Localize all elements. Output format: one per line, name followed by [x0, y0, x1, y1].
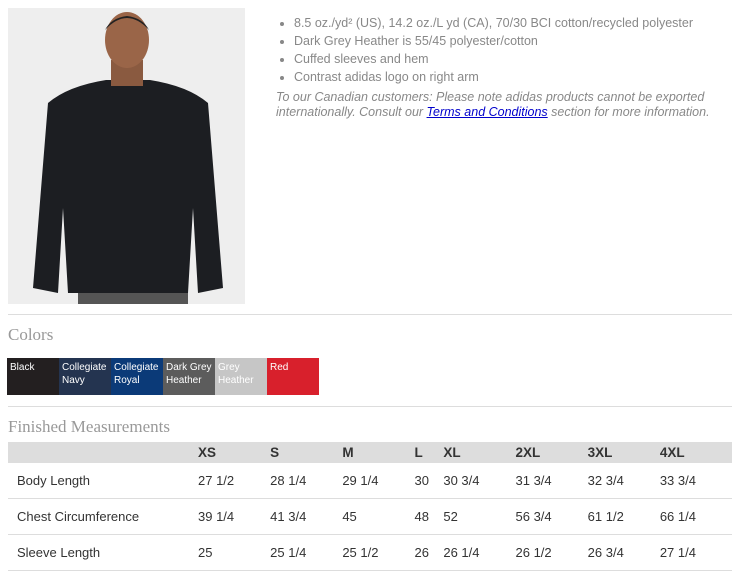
feature-item: Cuffed sleeves and hem [294, 52, 716, 66]
feature-item: Contrast adidas logo on right arm [294, 70, 716, 84]
table-row: Body Length 27 1/2 28 1/4 29 1/4 30 30 3/4 31 … [8, 463, 732, 499]
measurement-cell: 45 [342, 498, 415, 535]
column-header: 2XL [515, 442, 588, 463]
measurement-cell: 26 [414, 534, 444, 571]
colors-title: Colors [8, 325, 54, 344]
table-header: XS S M L XL 2XL 3XL 4XL [8, 442, 732, 463]
table-row: Sleeve Length 25 25 1/4 25 1/2 26 26 1/4 26 1/… [8, 534, 732, 571]
measurement-cell: 66 1/4 [659, 498, 732, 535]
measurement-cell: 28 1/4 [270, 463, 343, 499]
measurement-cell: 26 1/4 [443, 534, 516, 571]
column-header: 4XL [659, 442, 732, 463]
product-description: 8.5 oz./yd² (US), 14.2 oz./L yd (CA), 70… [276, 16, 716, 120]
divider [8, 406, 732, 407]
measurement-cell: 31 3/4 [515, 463, 588, 499]
measurement-cell: 30 3/4 [443, 463, 516, 499]
measurements-table: XS S M L XL 2XL 3XL 4XL Body Length 27 1/2 28 1/4… [8, 442, 732, 571]
column-header: XS [198, 442, 271, 463]
swatch-collegiate-navy[interactable]: Collegiate Navy [59, 358, 111, 395]
feature-item: Dark Grey Heather is 55/45 polyester/cot… [294, 34, 716, 48]
row-label: Sleeve Length [8, 534, 198, 571]
measurement-cell: 26 3/4 [587, 534, 660, 571]
table-row: Chest Circumference 39 1/4 41 3/4 45 48 52 56 … [8, 498, 732, 535]
measurement-cell: 39 1/4 [198, 498, 271, 535]
swatch-collegiate-royal[interactable]: Collegiate Royal [111, 358, 163, 395]
measurement-cell: 52 [443, 498, 516, 535]
feature-item: 8.5 oz./yd² (US), 14.2 oz./L yd (CA), 70… [294, 16, 716, 30]
measurement-cell: 33 3/4 [659, 463, 732, 499]
measurement-cell: 32 3/4 [587, 463, 660, 499]
measurement-cell: 25 [198, 534, 271, 571]
column-header: S [270, 442, 343, 463]
color-swatches: Black Collegiate Navy Collegiate Royal D… [7, 358, 319, 395]
product-image [8, 8, 245, 304]
column-header [8, 442, 198, 463]
measurement-cell: 26 1/2 [515, 534, 588, 571]
canadian-note: To our Canadian customers: Please note a… [276, 90, 710, 119]
swatch-grey-heather[interactable]: Grey Heather [215, 358, 267, 395]
column-header: XL [443, 442, 516, 463]
measurement-cell: 27 1/4 [659, 534, 732, 571]
measurement-cell: 29 1/4 [342, 463, 415, 499]
measurement-cell: 56 3/4 [515, 498, 588, 535]
column-header: L [414, 442, 444, 463]
column-header: 3XL [587, 442, 660, 463]
measurement-cell: 61 1/2 [587, 498, 660, 535]
row-label: Chest Circumference [8, 498, 198, 535]
column-header: M [342, 442, 415, 463]
measurement-cell: 27 1/2 [198, 463, 271, 499]
swatch-dark-grey-heather[interactable]: Dark Grey Heather [163, 358, 215, 395]
measurement-cell: 41 3/4 [270, 498, 343, 535]
measurement-cell: 30 [414, 463, 444, 499]
measurement-cell: 48 [414, 498, 444, 535]
swatch-black[interactable]: Black [7, 358, 59, 395]
measurement-cell: 25 1/2 [342, 534, 415, 571]
swatch-red[interactable]: Red [267, 358, 319, 395]
divider [8, 314, 732, 315]
row-label: Body Length [8, 463, 198, 499]
measurements-title: Finished Measurements [8, 417, 170, 436]
terms-link[interactable]: Terms and Conditions [426, 105, 548, 119]
measurement-cell: 25 1/4 [270, 534, 343, 571]
